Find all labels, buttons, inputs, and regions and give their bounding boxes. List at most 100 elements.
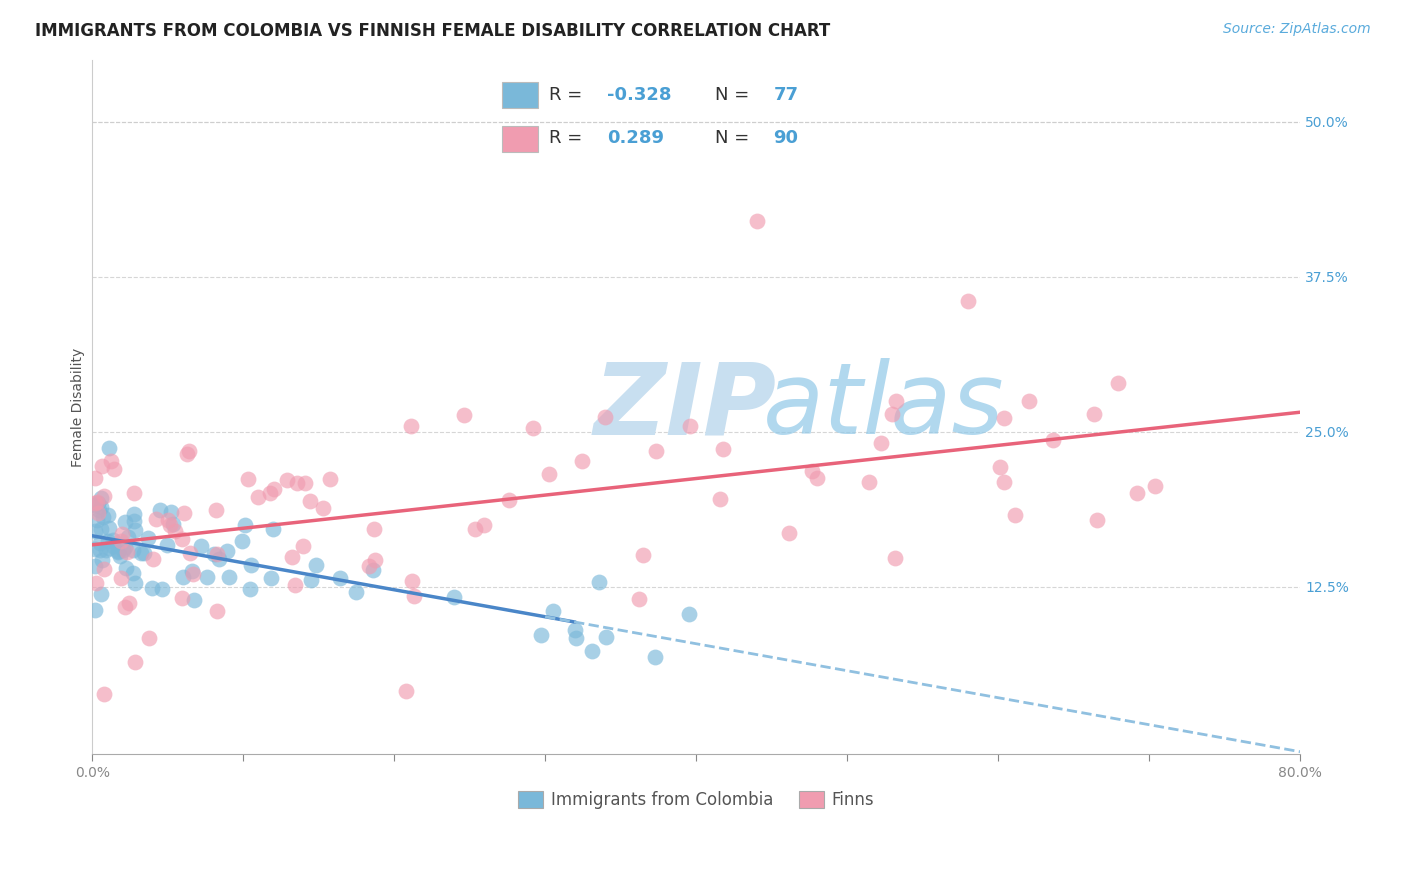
Point <box>115 561 138 575</box>
Point <box>631 548 654 562</box>
Point <box>157 513 180 527</box>
Point <box>122 507 145 521</box>
Point <box>588 575 610 590</box>
Point <box>1107 376 1129 391</box>
Point <box>541 604 564 618</box>
Point <box>149 503 172 517</box>
Point <box>259 485 281 500</box>
Point <box>145 512 167 526</box>
Point <box>344 585 367 599</box>
Point <box>215 543 238 558</box>
Point <box>179 545 201 559</box>
Point <box>84 576 107 591</box>
Point <box>107 544 129 558</box>
Point <box>108 549 131 564</box>
Point <box>122 566 145 581</box>
Point <box>870 436 893 450</box>
Point <box>103 462 125 476</box>
Point <box>678 607 700 621</box>
Point <box>886 393 908 408</box>
Point <box>183 592 205 607</box>
Point <box>464 522 486 536</box>
Point <box>530 628 553 642</box>
Point <box>263 483 285 497</box>
Point <box>395 683 418 698</box>
Point <box>522 421 544 435</box>
Point <box>173 506 195 520</box>
Point <box>627 591 650 606</box>
Point <box>218 569 240 583</box>
Point <box>988 460 1011 475</box>
Point <box>156 538 179 552</box>
Point <box>1018 394 1040 409</box>
Point <box>292 539 315 553</box>
Point <box>231 533 253 548</box>
Point <box>141 581 163 595</box>
Point <box>205 604 228 618</box>
Point <box>595 630 617 644</box>
Point <box>311 501 333 516</box>
Point <box>305 558 328 572</box>
Point <box>89 542 111 557</box>
Point <box>181 566 204 581</box>
Text: IMMIGRANTS FROM COLOMBIA VS FINNISH FEMALE DISABILITY CORRELATION CHART: IMMIGRANTS FROM COLOMBIA VS FINNISH FEMA… <box>35 22 831 40</box>
Point <box>713 442 735 457</box>
Point <box>806 471 828 485</box>
Point <box>87 496 110 510</box>
Point <box>84 499 107 513</box>
Point <box>117 545 139 559</box>
Point <box>172 569 194 583</box>
Point <box>84 524 107 538</box>
Point <box>84 603 107 617</box>
Point <box>176 447 198 461</box>
Point <box>262 522 284 536</box>
Point <box>329 571 352 585</box>
Point <box>276 474 298 488</box>
Point <box>299 573 322 587</box>
Point <box>1083 407 1105 421</box>
Point <box>110 534 132 549</box>
Point <box>159 518 181 533</box>
Point <box>204 502 226 516</box>
Point <box>97 541 120 556</box>
Point <box>93 489 115 503</box>
Point <box>298 494 321 508</box>
Point <box>190 539 212 553</box>
Point <box>121 542 143 557</box>
Point <box>180 565 202 579</box>
Point <box>124 575 146 590</box>
Point <box>90 523 112 537</box>
Point <box>91 553 114 567</box>
Point <box>110 571 132 585</box>
Text: atlas: atlas <box>762 359 1004 456</box>
Point <box>285 475 308 490</box>
Point <box>84 542 107 557</box>
Point <box>498 492 520 507</box>
Point <box>233 517 256 532</box>
Point <box>162 516 184 531</box>
Point <box>124 524 146 538</box>
Point <box>538 467 561 481</box>
Point <box>87 503 110 517</box>
Point <box>195 570 218 584</box>
Point <box>91 510 114 524</box>
Point <box>260 571 283 585</box>
Point <box>883 551 905 566</box>
Point <box>709 492 731 507</box>
Point <box>112 543 135 558</box>
Point <box>114 515 136 529</box>
Point <box>280 549 302 564</box>
Point <box>179 444 201 458</box>
Point <box>93 687 115 701</box>
Point <box>90 500 112 514</box>
Point <box>89 536 111 550</box>
Point <box>97 441 120 455</box>
Point <box>318 472 340 486</box>
Point <box>564 623 586 637</box>
Point <box>294 476 316 491</box>
Point <box>472 518 495 533</box>
Point <box>84 558 107 573</box>
Point <box>103 539 125 553</box>
Point <box>401 419 423 434</box>
Point <box>122 514 145 528</box>
